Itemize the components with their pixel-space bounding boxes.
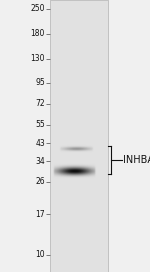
Bar <box>50 0 108 272</box>
Text: 250: 250 <box>30 4 45 13</box>
Text: 10: 10 <box>35 251 45 259</box>
Text: 55: 55 <box>35 120 45 129</box>
Text: 17: 17 <box>35 210 45 219</box>
Text: INHBA: INHBA <box>123 155 150 165</box>
Text: 26: 26 <box>35 177 45 186</box>
Text: 34: 34 <box>35 157 45 166</box>
Text: 72: 72 <box>35 99 45 109</box>
Text: 95: 95 <box>35 78 45 87</box>
Text: 180: 180 <box>31 29 45 38</box>
Text: 130: 130 <box>30 54 45 63</box>
Text: 43: 43 <box>35 139 45 148</box>
